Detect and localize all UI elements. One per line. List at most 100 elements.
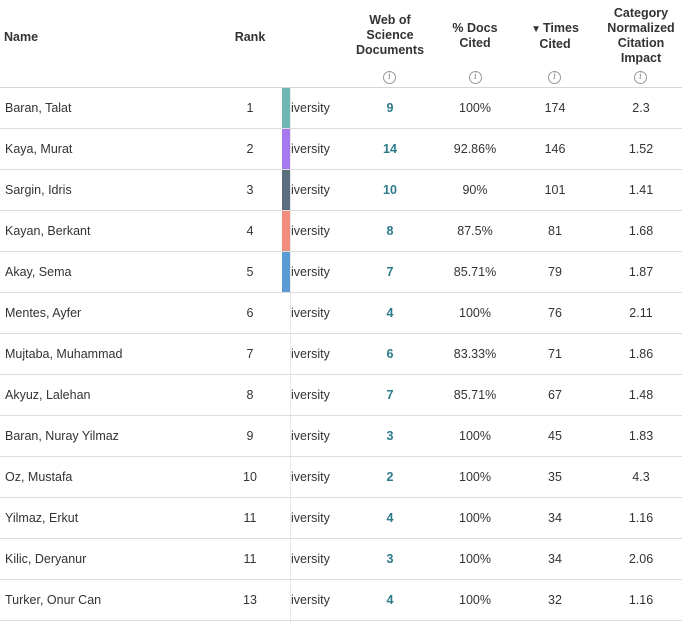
rank-value: 13 xyxy=(243,593,257,607)
institution-value: iversity xyxy=(291,511,330,525)
wos-documents-link[interactable]: 7 xyxy=(386,388,394,402)
pct-docs-cited-value: 90% xyxy=(462,183,488,197)
pct-docs-cited-value: 100% xyxy=(459,552,491,566)
pct-docs-cited-value: 100% xyxy=(459,101,491,115)
researcher-name[interactable]: Mentes, Ayfer xyxy=(5,306,82,320)
times-cited-value: 71 xyxy=(548,347,562,361)
researcher-name[interactable]: Sargin, Idris xyxy=(5,183,72,197)
pct-docs-cited-value: 100% xyxy=(459,429,491,443)
column-header-wos-documents[interactable]: Web of Science Documents xyxy=(355,13,425,57)
times-cited-value: 101 xyxy=(544,183,566,197)
pct-docs-cited-value: 100% xyxy=(459,593,491,607)
researcher-name[interactable]: Turker, Onur Can xyxy=(5,593,102,607)
researcher-name[interactable]: Baran, Nuray Yilmaz xyxy=(5,429,119,443)
cnci-value: 2.3 xyxy=(632,101,650,115)
series-color-swatch xyxy=(282,211,290,251)
times-cited-value: 34 xyxy=(548,552,562,566)
wos-documents-link[interactable]: 2 xyxy=(386,470,394,484)
wos-documents-link[interactable]: 6 xyxy=(386,347,394,361)
researcher-name[interactable]: Mujtaba, Muhammad xyxy=(5,347,123,361)
institution-value: iversity xyxy=(291,101,330,115)
info-icon[interactable]: i xyxy=(634,71,647,84)
researcher-name[interactable]: Baran, Talat xyxy=(5,101,72,115)
table-row: Baran, Nuray Yilmaz 9 iversity 3 100% 45 1.83 xyxy=(0,416,682,457)
times-cited-value: 67 xyxy=(548,388,562,402)
cnci-value: 1.83 xyxy=(628,429,654,443)
rank-value: 7 xyxy=(246,347,254,361)
pct-docs-cited-value: 92.86% xyxy=(453,142,497,156)
wos-documents-link[interactable]: 7 xyxy=(386,265,394,279)
cnci-value: 1.16 xyxy=(628,593,654,607)
column-header-times-cited-label: Times Cited xyxy=(539,21,579,51)
series-color-swatch xyxy=(282,252,290,292)
wos-documents-link[interactable]: 4 xyxy=(386,593,394,607)
researcher-name[interactable]: Kilic, Deryanur xyxy=(5,552,87,566)
rank-value: 9 xyxy=(246,429,254,443)
institution-value: iversity xyxy=(291,224,330,238)
researcher-name[interactable]: Yilmaz, Erkut xyxy=(5,511,79,525)
wos-documents-link[interactable]: 14 xyxy=(383,142,397,156)
column-header-times-cited[interactable]: ▼ Times Cited xyxy=(520,21,590,52)
researcher-name[interactable]: Akyuz, Lalehan xyxy=(5,388,91,402)
researcher-name[interactable]: Akay, Sema xyxy=(5,265,72,279)
wos-documents-link[interactable]: 10 xyxy=(383,183,397,197)
times-cited-value: 45 xyxy=(548,429,562,443)
researcher-name[interactable]: Kaya, Murat xyxy=(5,142,73,156)
table-row: Kayan, Berkant 4 iversity 8 87.5% 81 1.68 xyxy=(0,211,682,252)
table-row: Sargin, Idris 3 iversity 10 90% 101 1.41 xyxy=(0,170,682,211)
institution-value: iversity xyxy=(291,593,330,607)
wos-documents-link[interactable]: 8 xyxy=(386,224,394,238)
info-icon[interactable]: i xyxy=(469,71,482,84)
cnci-value: 1.48 xyxy=(628,388,654,402)
institution-value: iversity xyxy=(291,142,330,156)
cnci-value: 2.06 xyxy=(628,552,654,566)
institution-value: iversity xyxy=(291,470,330,484)
table-row: Mujtaba, Muhammad 7 iversity 6 83.33% 71 1.86 xyxy=(0,334,682,375)
cnci-value: 1.68 xyxy=(628,224,654,238)
times-cited-value: 32 xyxy=(548,593,562,607)
series-color-swatch xyxy=(282,88,290,128)
cnci-value: 1.52 xyxy=(628,142,654,156)
institution-value: iversity xyxy=(291,265,330,279)
table-row: Oz, Mustafa 10 iversity 2 100% 35 4.3 xyxy=(0,457,682,498)
institution-value: iversity xyxy=(291,388,330,402)
column-header-cnci[interactable]: Category Normalized Citation Impact xyxy=(607,6,675,65)
info-icon[interactable]: i xyxy=(548,71,561,84)
column-header-rank[interactable]: Rank xyxy=(234,30,266,44)
column-divider xyxy=(290,88,291,623)
rank-value: 11 xyxy=(243,511,257,525)
times-cited-value: 174 xyxy=(544,101,566,115)
times-cited-value: 81 xyxy=(548,224,562,238)
institution-value: iversity xyxy=(291,306,330,320)
times-cited-value: 34 xyxy=(548,511,562,525)
pct-docs-cited-value: 100% xyxy=(459,470,491,484)
rank-value: 10 xyxy=(243,470,257,484)
wos-documents-link[interactable]: 4 xyxy=(386,511,394,525)
wos-documents-link[interactable]: 4 xyxy=(386,306,394,320)
pct-docs-cited-value: 83.33% xyxy=(453,347,497,361)
institution-value: iversity xyxy=(291,552,330,566)
researcher-name[interactable]: Kayan, Berkant xyxy=(5,224,91,238)
column-header-pct-docs-cited[interactable]: % Docs Cited xyxy=(452,21,498,50)
times-cited-value: 35 xyxy=(548,470,562,484)
cnci-value: 4.3 xyxy=(632,470,650,484)
cnci-value: 2.11 xyxy=(629,306,653,320)
sort-descending-icon: ▼ xyxy=(531,24,541,35)
table-row: Yilmaz, Erkut 11 iversity 4 100% 34 1.16 xyxy=(0,498,682,539)
wos-documents-link[interactable]: 3 xyxy=(386,552,394,566)
institution-value: iversity xyxy=(291,183,330,197)
column-header-name[interactable]: Name xyxy=(4,30,39,44)
researcher-name[interactable]: Oz, Mustafa xyxy=(5,470,73,484)
table-row: Baran, Talat 1 iversity 9 100% 174 2.3 xyxy=(0,88,682,129)
series-color-swatch xyxy=(282,170,290,210)
cnci-value: 1.41 xyxy=(628,183,654,197)
info-icon[interactable]: i xyxy=(383,71,396,84)
pct-docs-cited-value: 85.71% xyxy=(453,388,497,402)
wos-documents-link[interactable]: 3 xyxy=(386,429,394,443)
series-color-swatch xyxy=(282,129,290,169)
pct-docs-cited-value: 85.71% xyxy=(453,265,497,279)
table-row: Mentes, Ayfer 6 iversity 4 100% 76 2.11 xyxy=(0,293,682,334)
wos-documents-link[interactable]: 9 xyxy=(386,101,394,115)
pct-docs-cited-value: 87.5% xyxy=(457,224,493,238)
table-header: Name Rank Web of Science Documents % Doc… xyxy=(0,0,682,88)
